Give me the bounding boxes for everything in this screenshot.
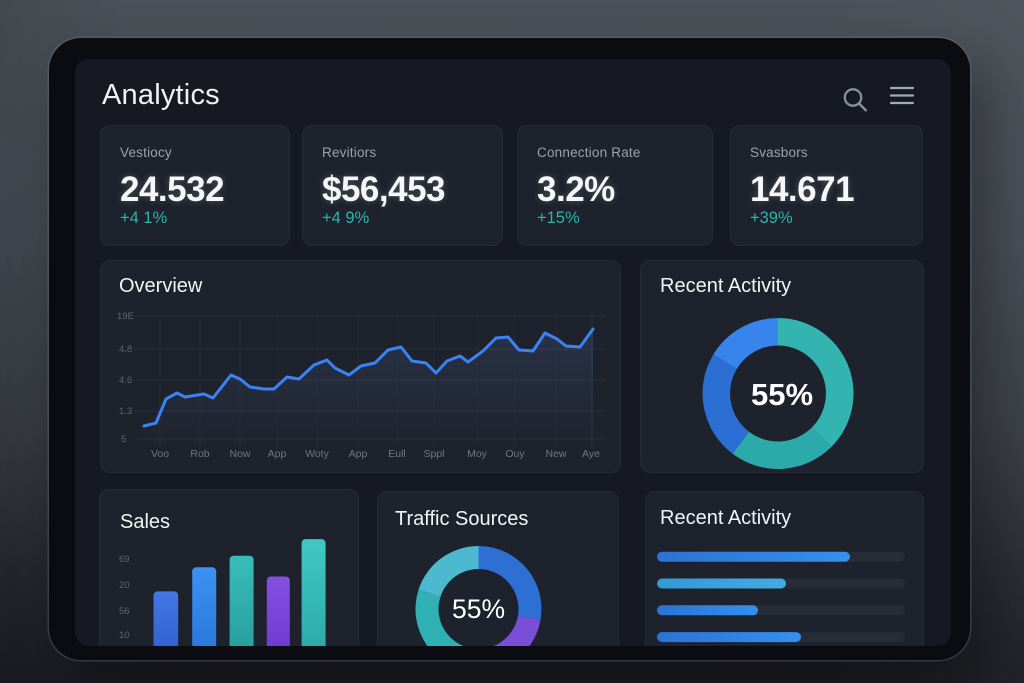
svg-text:1.3: 1.3 xyxy=(119,406,132,417)
svg-text:App: App xyxy=(268,448,287,460)
svg-text:New: New xyxy=(545,448,566,460)
svg-text:19E: 19E xyxy=(117,311,134,322)
svg-text:Voo: Voo xyxy=(151,448,169,460)
svg-text:5: 5 xyxy=(121,434,126,445)
svg-text:Ouy: Ouy xyxy=(505,448,525,460)
svg-text:Rob: Rob xyxy=(190,448,209,460)
svg-text:Woty: Woty xyxy=(305,448,329,460)
svg-text:4.8: 4.8 xyxy=(119,344,132,355)
svg-text:Eull: Eull xyxy=(388,448,406,460)
svg-text:4.6: 4.6 xyxy=(119,375,132,386)
svg-text:App: App xyxy=(349,448,368,460)
svg-text:Aye: Aye xyxy=(582,448,600,460)
svg-text:Now: Now xyxy=(229,448,250,460)
svg-text:20: 20 xyxy=(119,580,130,591)
svg-text:10: 10 xyxy=(119,630,130,641)
svg-text:56: 56 xyxy=(119,606,130,617)
svg-text:69: 69 xyxy=(119,554,130,565)
svg-text:Moy: Moy xyxy=(467,448,488,460)
svg-text:Sppl: Sppl xyxy=(423,448,444,460)
